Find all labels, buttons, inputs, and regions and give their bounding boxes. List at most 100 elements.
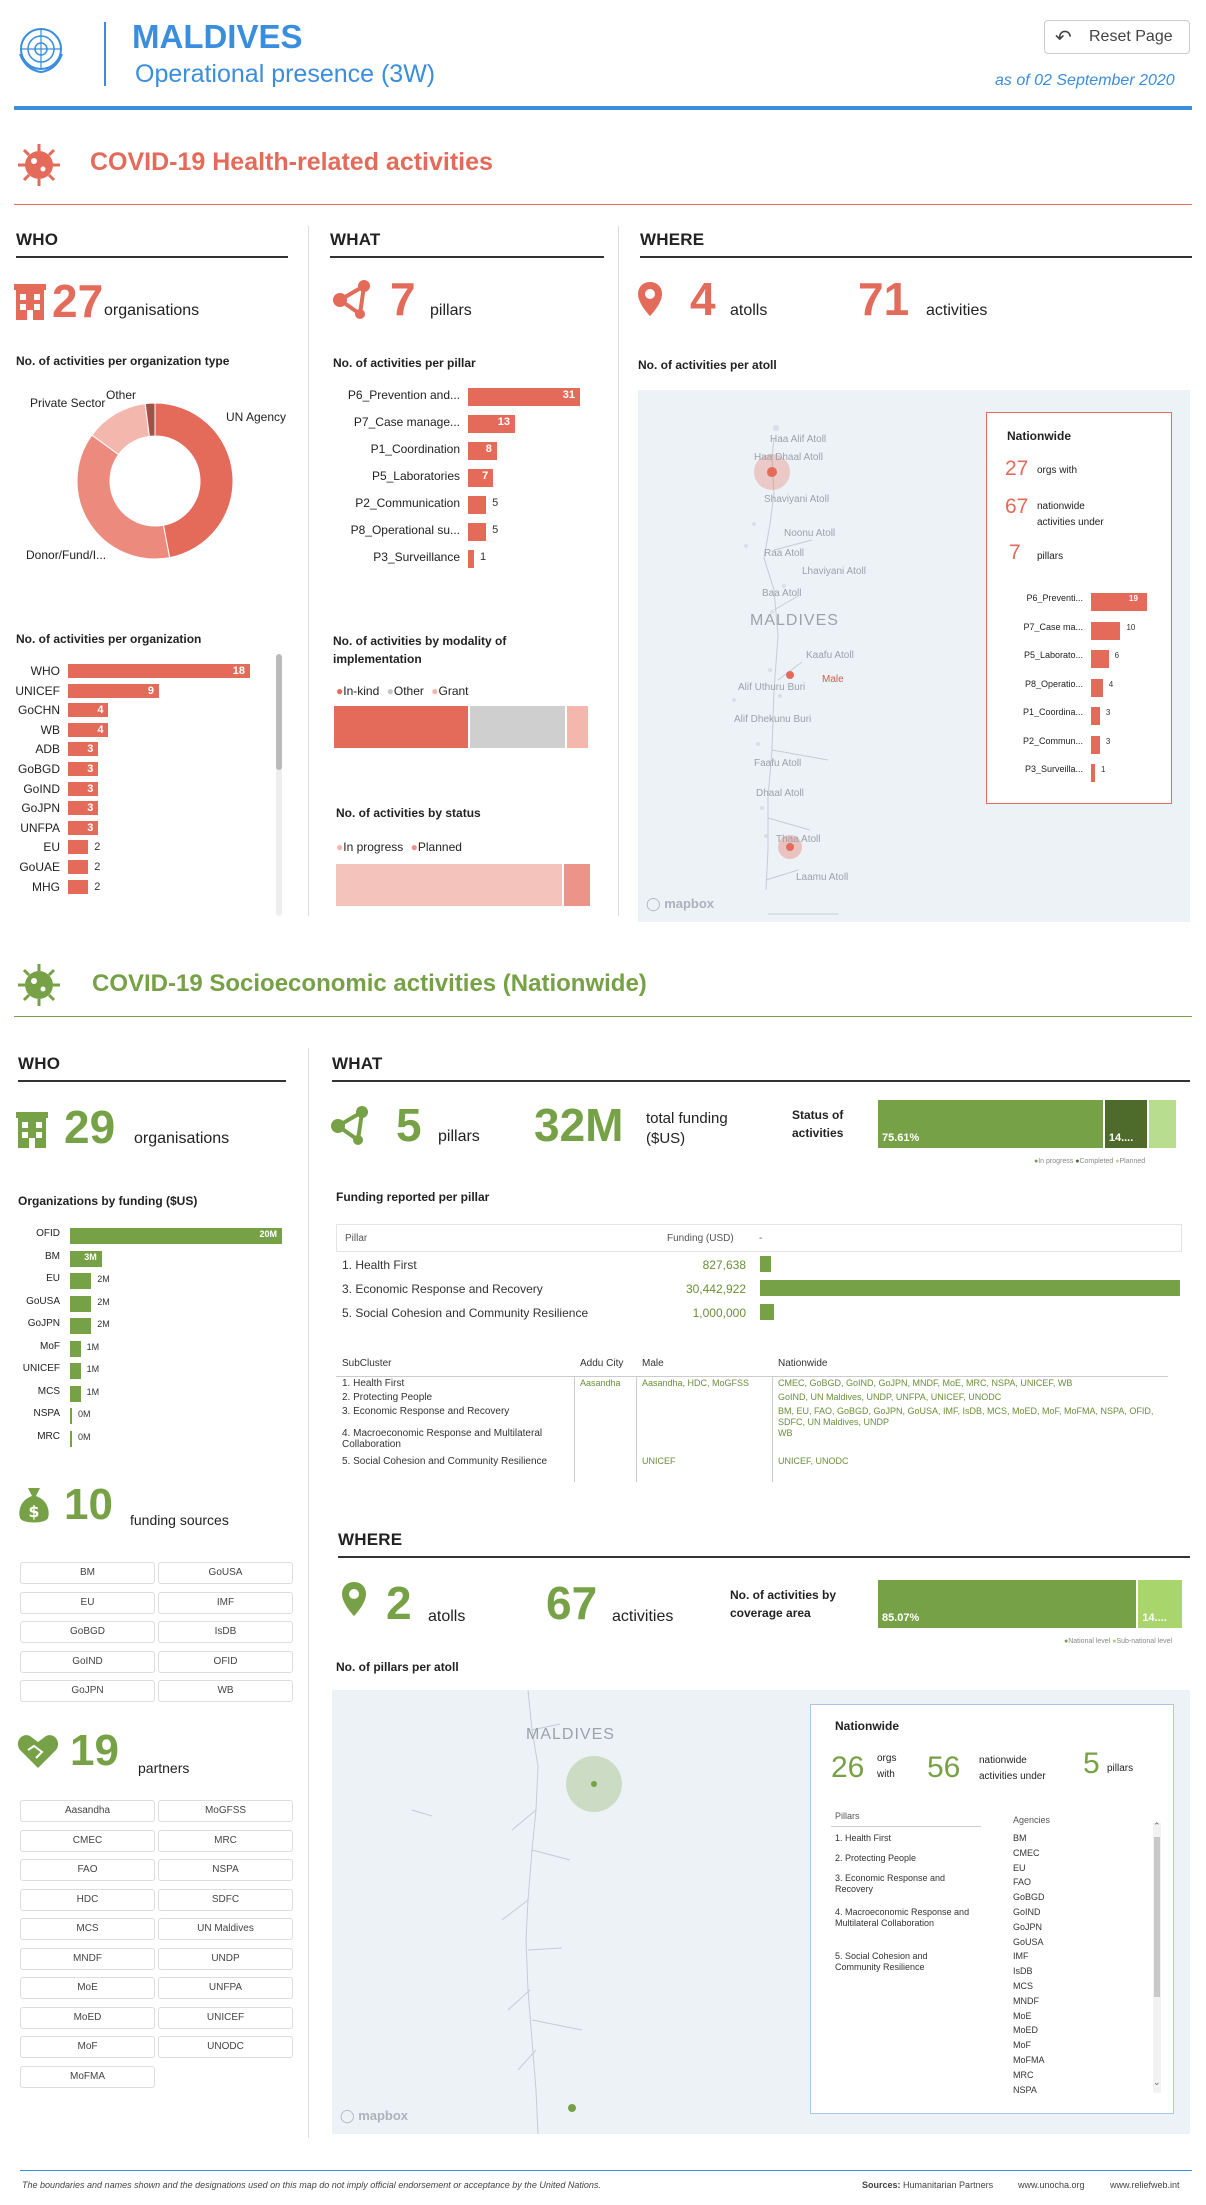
subcluster-vrule bbox=[636, 1376, 637, 1482]
stacked-segment[interactable] bbox=[1148, 1100, 1176, 1148]
pillar-name: 5. Social Cohesion and Community Resilie… bbox=[342, 1306, 589, 1320]
bar[interactable] bbox=[70, 1273, 92, 1289]
org-bar-scroll-thumb[interactable] bbox=[276, 654, 282, 770]
list-chip: UNICEF bbox=[158, 2006, 293, 2029]
bar[interactable] bbox=[70, 1295, 92, 1312]
bar[interactable] bbox=[68, 801, 99, 816]
stacked-segment[interactable] bbox=[563, 864, 590, 906]
mapbox-logo[interactable]: ◯ mapbox bbox=[646, 896, 714, 912]
bar[interactable] bbox=[468, 523, 487, 541]
bar[interactable] bbox=[68, 762, 99, 776]
donut-slice-donor-fund-i-[interactable] bbox=[76, 434, 171, 560]
bar[interactable] bbox=[68, 840, 89, 855]
donut-slice-un-agency[interactable] bbox=[154, 402, 234, 559]
legend-inprogress: In progress bbox=[1038, 1158, 1074, 1165]
bar-label: P8_Operatio... bbox=[1024, 678, 1083, 689]
map-label: Male bbox=[822, 674, 844, 685]
bar[interactable] bbox=[70, 1228, 282, 1244]
bar[interactable] bbox=[68, 683, 159, 698]
stacked-segment[interactable] bbox=[336, 864, 562, 906]
bar[interactable] bbox=[68, 703, 109, 718]
bar[interactable] bbox=[1091, 678, 1103, 697]
bar-value: 31 bbox=[562, 389, 575, 401]
stacked-segment[interactable] bbox=[334, 706, 468, 748]
bar[interactable] bbox=[1091, 764, 1095, 782]
bar[interactable] bbox=[468, 442, 497, 460]
pillar-funding-bar[interactable] bbox=[760, 1304, 774, 1320]
modality-chart-title: No. of activities by modality of impleme… bbox=[333, 634, 507, 666]
stacked-segment[interactable] bbox=[1138, 1580, 1182, 1628]
nationwide-orgs-label: orgs with bbox=[1037, 465, 1078, 476]
agencies-scrollbar[interactable]: ⌃ ⌄ bbox=[1153, 1821, 1161, 2093]
socio-nationwide-panel: Nationwide 26 orgs with 56 nationwide ac… bbox=[810, 1704, 1174, 2114]
bar[interactable] bbox=[70, 1385, 81, 1402]
legend-dot-icon: ● bbox=[1034, 1158, 1039, 1165]
bar[interactable] bbox=[468, 550, 474, 568]
header-divider bbox=[104, 22, 106, 86]
bar[interactable] bbox=[468, 469, 494, 487]
health-what-heading: WHAT bbox=[330, 230, 381, 249]
agencies-scroll-thumb[interactable] bbox=[1154, 1837, 1160, 1997]
donut-label-other: Other bbox=[106, 388, 137, 402]
stacked-segment[interactable] bbox=[878, 1580, 1137, 1628]
bar[interactable] bbox=[468, 388, 580, 406]
socio-section-rule bbox=[14, 1016, 1192, 1017]
bar[interactable] bbox=[68, 722, 109, 737]
footer-link-reliefweb[interactable]: www.reliefweb.int bbox=[1110, 2180, 1180, 2190]
bar[interactable] bbox=[68, 820, 99, 835]
stacked-segment[interactable] bbox=[1104, 1100, 1147, 1148]
bar[interactable] bbox=[70, 1408, 72, 1424]
bar-label: NSPA bbox=[33, 1408, 61, 1419]
list-chip: GoIND bbox=[20, 1650, 155, 1673]
stacked-segment[interactable] bbox=[566, 706, 588, 748]
bar[interactable] bbox=[68, 860, 89, 874]
segment-label: 14.... bbox=[1142, 1612, 1167, 1624]
bar-value: 2 bbox=[94, 861, 101, 873]
bar[interactable] bbox=[1091, 621, 1121, 640]
bar[interactable] bbox=[1091, 650, 1109, 668]
bar-value: 3 bbox=[87, 782, 94, 795]
list-chip: NSPA bbox=[158, 1859, 293, 1881]
chevron-up-icon[interactable]: ⌃ bbox=[1153, 1821, 1161, 1831]
bar-label: UNICEF bbox=[22, 1363, 60, 1374]
bar[interactable] bbox=[68, 879, 89, 894]
donut-slice-other[interactable] bbox=[144, 402, 156, 437]
coverage-title1: No. of activities by bbox=[730, 1588, 837, 1602]
pillar-funding-bar[interactable] bbox=[760, 1256, 772, 1272]
bar[interactable] bbox=[70, 1318, 92, 1334]
atoll-map[interactable]: Haa Alif Atoll Haa Dhaal Atoll Shaviyani… bbox=[638, 390, 1190, 922]
footer-link-unocha[interactable]: www.unocha.org bbox=[1018, 2180, 1085, 2190]
bar-label: UNICEF bbox=[15, 683, 60, 698]
bar[interactable] bbox=[68, 781, 99, 796]
bar[interactable] bbox=[1091, 593, 1147, 611]
pillars-map[interactable]: MALDIVES ◯ mapbox Nationwide 26 orgs wit… bbox=[332, 1690, 1190, 2134]
mapbox-logo[interactable]: ◯ mapbox bbox=[340, 2108, 408, 2124]
stacked-segment[interactable] bbox=[878, 1100, 1103, 1148]
bar-value: 3M bbox=[84, 1251, 97, 1262]
bar[interactable] bbox=[68, 742, 99, 757]
org-type-chart-title: No. of activities per organization type bbox=[16, 354, 230, 368]
chevron-down-icon[interactable]: ⌄ bbox=[1153, 2077, 1161, 2087]
bar-label: ADB bbox=[35, 742, 60, 757]
stacked-segment[interactable] bbox=[469, 706, 565, 748]
bar[interactable] bbox=[70, 1363, 81, 1379]
agency-item: MRC bbox=[1013, 2069, 1034, 2080]
bar-label: P1_Coordination bbox=[370, 442, 460, 456]
bar[interactable] bbox=[468, 415, 515, 433]
bar[interactable] bbox=[468, 496, 487, 514]
bar[interactable] bbox=[1091, 735, 1100, 754]
legend-inkind: In-kind bbox=[343, 684, 380, 698]
bar[interactable] bbox=[70, 1430, 72, 1447]
map-label: Alif Dhekunu Buri bbox=[734, 714, 812, 725]
pillar-funding-bar[interactable] bbox=[760, 1280, 1180, 1296]
bar[interactable] bbox=[1091, 707, 1100, 725]
bar[interactable] bbox=[70, 1340, 81, 1357]
bar-label: WB bbox=[40, 722, 60, 737]
reset-button[interactable]: ↶ Reset Page bbox=[1044, 20, 1190, 54]
map-label: Shaviyani Atoll bbox=[764, 494, 830, 505]
org-bar-scrollbar[interactable] bbox=[276, 654, 282, 916]
bar[interactable] bbox=[70, 1250, 102, 1267]
map-label: Lhaviyani Atoll bbox=[802, 566, 866, 577]
col-addu: Addu City bbox=[580, 1358, 624, 1369]
bar[interactable] bbox=[68, 664, 250, 678]
